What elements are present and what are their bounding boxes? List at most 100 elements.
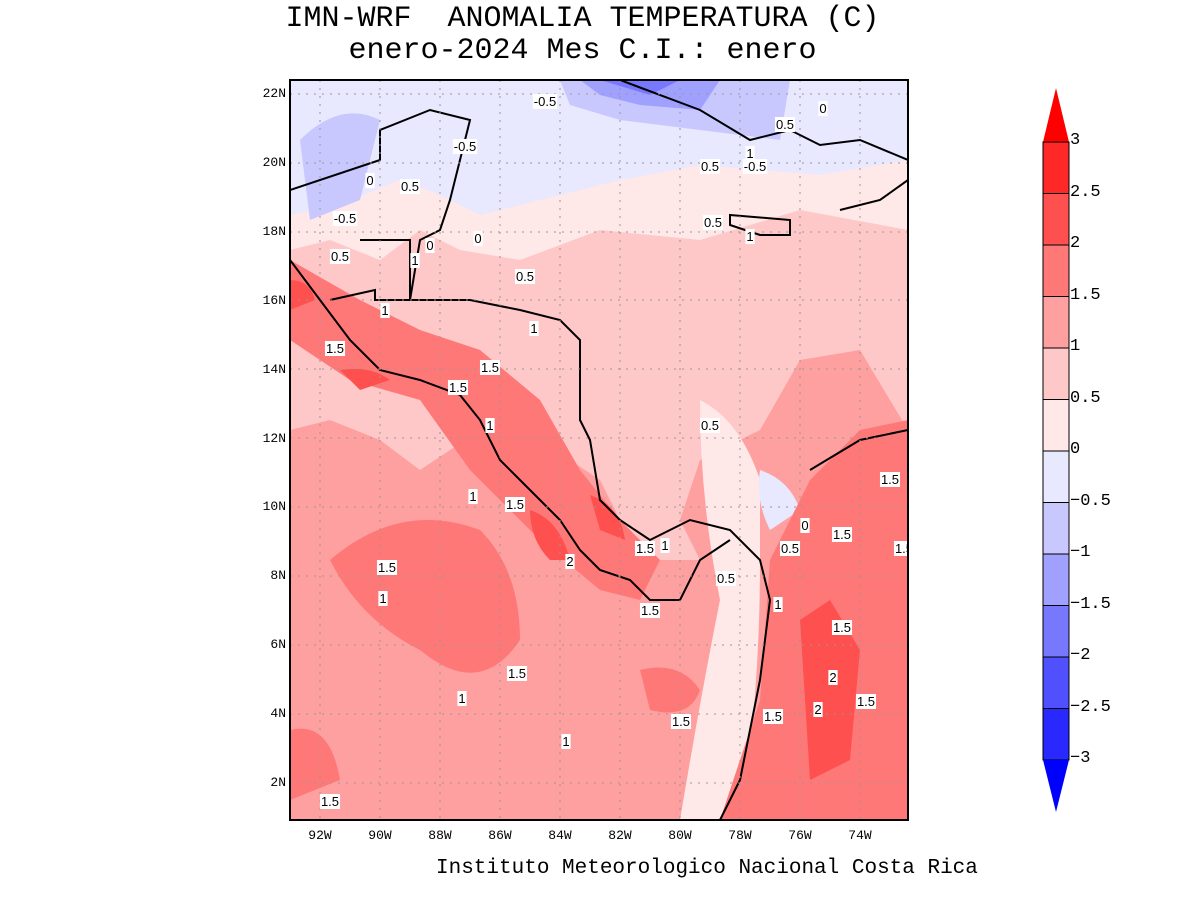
colorbar-label: 2: [1070, 234, 1081, 253]
colorbar-label: 0: [1070, 440, 1081, 459]
band-1.5-2-sw: [290, 728, 340, 800]
contour-label-bg: [506, 666, 528, 681]
contour-label-bg: [529, 321, 539, 336]
contour-label-bg: [699, 418, 721, 433]
contour-label-bg: [660, 538, 670, 553]
colorbar-label: 1.5: [1070, 285, 1101, 305]
contour-label: 0.5: [516, 269, 534, 284]
y-tick-label: 22N: [262, 86, 286, 101]
x-tick-label: 82W: [608, 828, 632, 843]
colorbar-swatch: [1042, 656, 1070, 709]
contour-label: 1.5: [764, 709, 782, 724]
contour-label: 0: [819, 101, 826, 116]
contour-label-bg: [634, 541, 656, 556]
x-tick-label: 78W: [728, 828, 752, 843]
contour-label-bg: [779, 541, 801, 556]
contour-label-bg: [742, 159, 768, 174]
figure-subtitle: enero-2024 Mes C.I.: enero: [348, 34, 817, 68]
contour-label: 1.5: [321, 794, 339, 809]
colorbar-label: −1: [1070, 543, 1091, 562]
contour-label-bg: [319, 794, 341, 809]
y-tick-label: 6N: [270, 637, 286, 653]
contour-label: 2: [814, 702, 821, 717]
contour-labels: -0.5-0.50 0.5-0.50.50 00.510-0.50.510.50.5…: [319, 94, 913, 809]
contour-label-bg: [399, 179, 421, 194]
y-tick-label: 4N: [270, 706, 286, 722]
contour-label: 0.5: [701, 418, 719, 433]
contour-label: 1.5: [636, 541, 654, 556]
contour-label-bg: [715, 571, 737, 586]
contour-label: 1: [661, 538, 668, 553]
y-tick-label: 2N: [270, 775, 286, 790]
contour-label: 1.5: [833, 620, 851, 635]
contour-label: 1.5: [895, 541, 913, 556]
contour-label: 1: [746, 146, 753, 161]
contour-label-bg: [828, 670, 838, 685]
contour-label: 1: [774, 597, 781, 612]
colorbar-swatch: [1042, 450, 1070, 503]
contour-label-bg: [773, 597, 783, 612]
y-tick-label: 18N: [262, 223, 286, 239]
contour-label: 1.5: [378, 560, 396, 575]
colorbar-swatch: [1042, 296, 1070, 349]
colorbar-swatch: [1042, 708, 1070, 761]
contour-label-bg: [479, 360, 501, 375]
band-2-2.5-cr: [530, 510, 570, 560]
colorbar-swatch: [1042, 193, 1070, 246]
contour-label-bg: [332, 211, 358, 226]
band-1.5-2-pacific-2: [640, 667, 700, 713]
contour-label-bg: [324, 341, 346, 356]
contour-label-bg: [380, 303, 390, 318]
contour-label-bg: [329, 249, 351, 264]
contour-label: -0.5: [534, 94, 556, 109]
colorbar-label: 1: [1070, 337, 1081, 356]
contour-label: 1: [381, 303, 388, 318]
contour-label-bg: [762, 709, 784, 724]
contour-label: 0.5: [331, 249, 349, 264]
y-tick-label: 12N: [262, 430, 286, 446]
contour-label: 1: [486, 418, 493, 433]
contour-label: 0: [474, 231, 481, 246]
contour-label: 1: [411, 253, 418, 268]
contour-label-bg: [514, 269, 536, 284]
contour-label-bg: [376, 560, 398, 575]
contour-label: 1.5: [641, 603, 659, 618]
contour-label: 0.5: [704, 215, 722, 230]
y-tick-label: 16N: [262, 292, 286, 308]
contour-label: 1: [530, 321, 537, 336]
contour-label-bg: [452, 139, 478, 154]
contour-label: 0: [426, 238, 433, 253]
contour-label: 0.5: [776, 117, 794, 132]
contour-label-bg: [485, 418, 495, 433]
contour-label-bg: [565, 554, 575, 569]
contour-label: 0.5: [401, 179, 419, 194]
contour-label-bg: [504, 497, 526, 512]
contour-label: 0.5: [701, 159, 719, 174]
band-neg0.5-0-east: [758, 470, 800, 530]
contour-label-bg: [410, 253, 420, 268]
gridlines: [290, 80, 908, 820]
contour-label: 1.5: [449, 380, 467, 395]
contour-label-bg: [813, 702, 823, 717]
band-2-2.5-gt: [340, 368, 390, 390]
contour-label: 1.5: [857, 694, 875, 709]
y-tick-label: 14N: [262, 361, 286, 377]
band-1.5-2-pacific: [330, 520, 520, 673]
contour-label-bg: [639, 603, 661, 618]
contour-label: 1.5: [881, 472, 899, 487]
colorbar-label: −1.5: [1070, 594, 1111, 614]
x-tick-label: 88W: [428, 828, 452, 843]
contour-label-bg: [893, 541, 908, 556]
x-tick-label: 84W: [548, 828, 572, 843]
x-tick-label: 92W: [308, 828, 332, 843]
colorbar-swatch: [1042, 141, 1070, 194]
contour-label-bg: [532, 94, 558, 109]
colorbar-arrow-max: [1043, 88, 1069, 142]
band-2-2.5-cr2: [590, 495, 625, 540]
colorbar-label: 3: [1070, 131, 1081, 150]
colorbar-label: −0.5: [1070, 491, 1111, 511]
contour-label-bg: [800, 518, 810, 533]
x-tick-label: 86W: [488, 828, 512, 843]
colorbar-label: −2.5: [1070, 697, 1111, 717]
